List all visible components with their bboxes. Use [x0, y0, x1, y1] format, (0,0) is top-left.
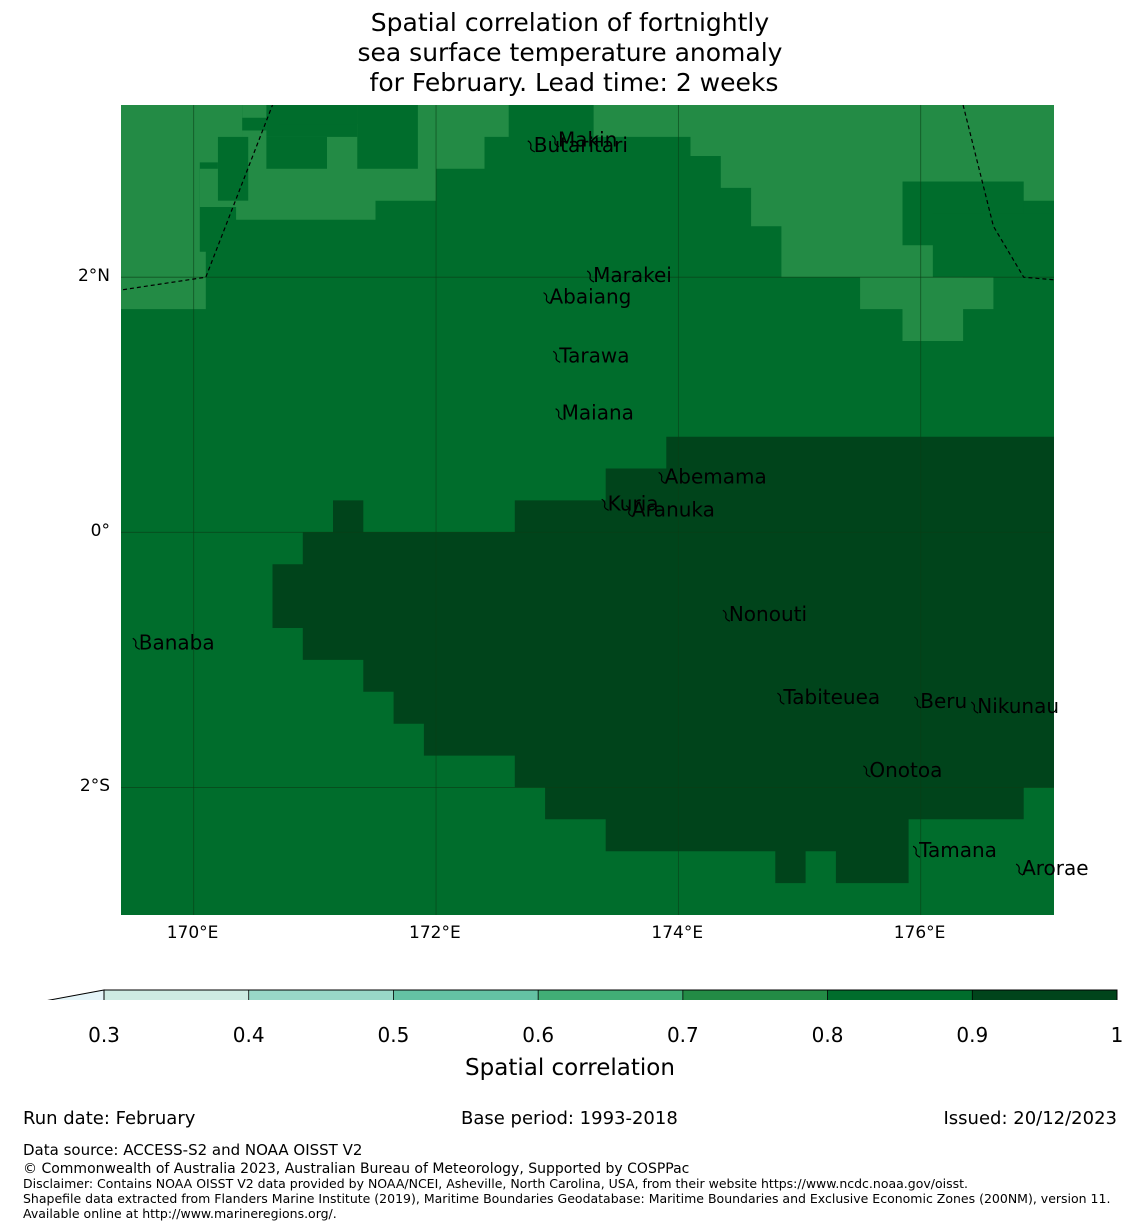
colorbar-tick-label: 0.3	[88, 1023, 120, 1047]
copyright: © Commonwealth of Australia 2023, Austra…	[23, 1161, 690, 1177]
lon-tick-label: 172°E	[409, 923, 461, 943]
island-outline	[552, 350, 561, 363]
colorbar-tick-label: 0.9	[956, 1023, 989, 1047]
island-label: Butaritari	[534, 133, 628, 157]
island-outline	[913, 696, 922, 709]
island-label: Tarawa	[558, 343, 629, 367]
title-line-3: for February. Lead time: 2 weeks	[361, 68, 779, 97]
colorbar-segment	[972, 990, 1117, 1000]
island-outline	[863, 765, 871, 778]
island-outline	[555, 408, 563, 421]
island-outline	[777, 692, 785, 705]
island-label: Arorae	[1022, 856, 1088, 880]
eez-boundary	[121, 105, 274, 291]
island-label: Kuria	[608, 491, 659, 515]
grid-cell	[217, 136, 249, 201]
grid-cell	[902, 181, 1024, 214]
island-outline	[658, 471, 666, 485]
colorbar-tick-label: 1	[1110, 1023, 1124, 1047]
island-outline	[722, 609, 731, 622]
island-outline	[625, 505, 634, 518]
island-outline	[132, 637, 140, 650]
island-label: Abemama	[665, 464, 767, 488]
colorbar-tick-label: 0.8	[811, 1023, 844, 1047]
island-outline	[527, 140, 535, 153]
island-outline	[1015, 863, 1024, 876]
grid-cell	[278, 105, 358, 125]
island-label: Aranuka	[632, 498, 715, 522]
island-outline	[586, 270, 595, 283]
title-line-2: sea surface temperature anomaly	[357, 38, 783, 67]
title-line-1: Spatial correlation of fortnightly	[370, 8, 770, 37]
colorbar-segment	[393, 990, 539, 1000]
region-0.7-0.8-west	[121, 105, 243, 310]
lat-tick-label: 2°S	[79, 776, 110, 797]
island-label: Onotoa	[869, 758, 942, 782]
shapefile-credit: Shapefile data extracted from Flanders M…	[23, 1191, 1111, 1221]
colorbar-segment	[827, 990, 973, 1000]
lat-tick-label: 0°	[90, 521, 110, 542]
island-label: Nonouti	[729, 602, 807, 626]
lat-tick-label: 2°N	[77, 266, 110, 287]
graticule	[121, 105, 1054, 915]
grid-cell	[357, 105, 418, 169]
island-label: Tabiteuea	[782, 685, 880, 709]
grid-cell	[266, 136, 327, 169]
island-label: Banaba	[139, 630, 215, 654]
island-label: Nikunau	[977, 694, 1059, 718]
colorbar-segment	[682, 990, 828, 1000]
chart-title: Spatial correlation of fortnightly sea s…	[0, 8, 1140, 98]
island-outline	[551, 135, 560, 148]
lon-tick-label: 176°E	[893, 923, 946, 943]
colorbar-label: Spatial correlation	[465, 1055, 675, 1081]
colorbar-tick-label: 0.5	[377, 1023, 410, 1047]
colorbar-tick-label: 0.4	[232, 1023, 265, 1047]
colorbar-frame	[103, 989, 1118, 1000]
grid-cell	[932, 213, 1054, 278]
island-label: Tamana	[918, 838, 997, 862]
island-label: Beru	[920, 689, 967, 713]
colorbar-segment	[538, 990, 683, 1000]
run-date: Run date: February	[23, 1108, 196, 1129]
colorbar-tick-label: 0.7	[666, 1023, 699, 1047]
island-label: Marakei	[593, 263, 672, 287]
issued-date: Issued: 20/12/2023	[943, 1108, 1117, 1129]
data-source: Data source: ACCESS-S2 and NOAA OISST V2	[23, 1141, 363, 1159]
island-outline	[543, 292, 551, 305]
region-0.7-0.8	[121, 105, 1054, 341]
island-label: Abaiang	[550, 285, 632, 309]
colorbar-segment	[104, 990, 249, 1000]
base-period: Base period: 1993-2018	[461, 1108, 678, 1129]
island-outline	[912, 845, 921, 858]
island-label: Maiana	[562, 401, 634, 425]
island-outline	[970, 701, 979, 714]
colorbar-extend-arrow	[47, 989, 105, 1000]
colorbar-segment	[248, 990, 394, 1000]
correlation-grid	[121, 105, 1054, 915]
eez-boundary	[962, 105, 1054, 281]
island-label: Makin	[558, 128, 617, 152]
colorbar-tick-label: 0.6	[522, 1023, 555, 1047]
lon-tick-label: 174°E	[651, 923, 704, 943]
lon-tick-label: 170°E	[166, 923, 219, 943]
region-0.9-1	[272, 436, 1054, 884]
disclaimer: Disclaimer: Contains NOAA OISST V2 data …	[23, 1176, 968, 1191]
island-outline	[601, 498, 609, 511]
